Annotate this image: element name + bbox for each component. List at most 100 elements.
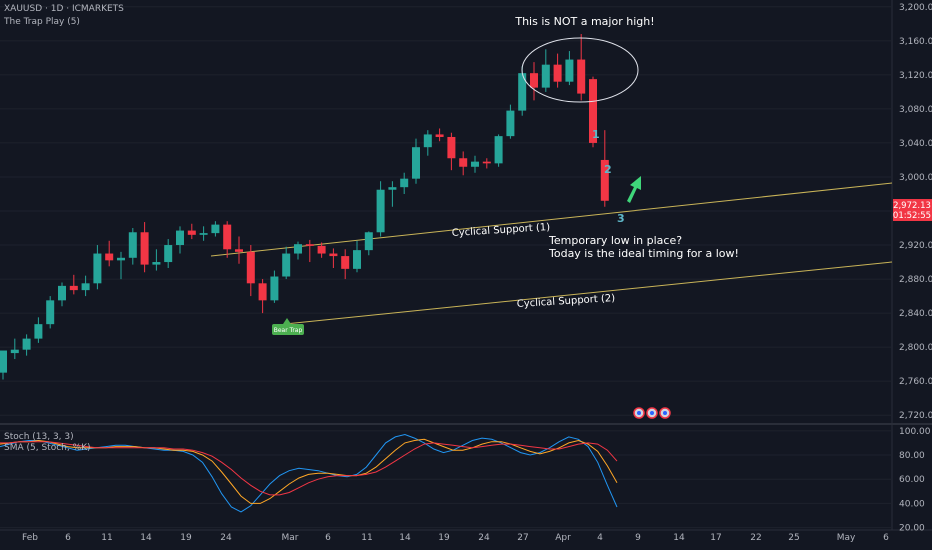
- time-tick-label: Mar: [282, 533, 299, 543]
- time-tick-label: 14: [673, 533, 685, 543]
- candle-body: [69, 285, 78, 291]
- stoch-sma-title: SMA (5, Stoch, %K): [4, 443, 91, 453]
- candle-body: [459, 158, 468, 167]
- candle-body: [600, 159, 609, 201]
- candle-body: [294, 244, 302, 254]
- price-tag-value: 2,972.13: [893, 201, 931, 211]
- price-tick-label: 2,880.00: [899, 275, 932, 285]
- candle-body: [494, 136, 503, 164]
- candle-body: [164, 245, 173, 263]
- time-tick-label: 9: [635, 533, 641, 543]
- candle-body: [93, 253, 102, 284]
- indicator-title: The Trap Play (5): [4, 17, 80, 27]
- price-tick-label: 2,800.00: [899, 343, 932, 353]
- bear-trap-label: Bear Trap: [274, 327, 303, 334]
- candle-body: [565, 59, 574, 82]
- stoch-tick-label: 60.00: [899, 475, 925, 485]
- stoch-tick-label: 100.00: [899, 427, 931, 437]
- candle-body: [376, 189, 385, 233]
- candle-body: [577, 59, 586, 94]
- candle-body: [530, 73, 538, 88]
- candle-body: [435, 134, 444, 137]
- candle-body: [46, 300, 55, 325]
- candle-body: [518, 73, 527, 111]
- time-tick-label: 19: [180, 533, 192, 543]
- candle-body: [199, 233, 208, 235]
- candle-body: [447, 136, 456, 159]
- note-line-1: Temporary low in place?: [548, 234, 682, 247]
- time-tick-label: 19: [438, 533, 450, 543]
- candle-body: [364, 232, 373, 251]
- candle-body: [176, 230, 184, 246]
- price-tick-label: 3,120.00: [899, 71, 932, 81]
- top-highlight-ellipse: [521, 37, 639, 103]
- candle-body: [589, 79, 597, 143]
- time-tick-label: 24: [478, 533, 490, 543]
- time-tick-label: 14: [399, 533, 411, 543]
- candle-body: [412, 147, 420, 179]
- time-tick-label: 6: [883, 533, 889, 543]
- price-tag: [893, 199, 932, 221]
- price-tag-countdown: 01:52:55: [893, 211, 931, 221]
- candle-body: [223, 224, 232, 250]
- candle-body: [329, 253, 338, 257]
- time-tick-label: 4: [597, 533, 603, 543]
- stoch-tick-label: 80.00: [899, 451, 925, 461]
- candle-body: [282, 253, 291, 277]
- symbol-title: XAUUSD · 1D · ICMARKETS: [4, 4, 124, 14]
- price-tick-label: 3,000.00: [899, 173, 932, 183]
- price-tick-label: 3,080.00: [899, 105, 932, 115]
- candle-body: [81, 283, 90, 291]
- time-tick-label: 14: [140, 533, 152, 543]
- price-tick-label: 2,840.00: [899, 309, 932, 319]
- time-tick-label: 24: [220, 533, 232, 543]
- stoch-title: Stoch (13, 3, 3): [4, 432, 74, 442]
- up-arrow-icon: [627, 176, 641, 203]
- candle-body: [471, 161, 479, 167]
- wave-label: 1: [592, 128, 600, 141]
- candle-body: [246, 251, 255, 284]
- candle-body: [211, 224, 220, 234]
- candle-body: [34, 324, 43, 339]
- stoch-sma-line: [0, 441, 618, 496]
- bear-trap-badge: [272, 324, 304, 335]
- candle-body: [22, 338, 31, 350]
- wave-label: 3: [617, 212, 625, 225]
- top-note: This is NOT a major high!: [514, 15, 654, 28]
- support-line-1: [210, 182, 893, 257]
- time-tick-label: May: [837, 533, 856, 543]
- candle-body: [152, 262, 161, 265]
- time-tick-label: 17: [710, 533, 721, 543]
- event-flag-dot: [650, 411, 654, 415]
- event-flag-dot: [663, 411, 667, 415]
- candle-body: [353, 250, 361, 269]
- price-tick-label: 3,160.00: [899, 37, 932, 47]
- candle-body: [388, 187, 397, 190]
- candle-body: [541, 64, 550, 88]
- event-flag-dot: [637, 411, 641, 415]
- candle-body: [482, 161, 491, 164]
- time-tick-label: 6: [325, 533, 331, 543]
- price-tick-label: 2,920.00: [899, 241, 932, 251]
- candle-body: [0, 350, 7, 373]
- candle-body: [553, 64, 562, 82]
- candle-body: [317, 245, 326, 254]
- support-line-2: [284, 261, 893, 325]
- candle-body: [128, 232, 137, 258]
- time-tick-label: 6: [65, 533, 71, 543]
- candle-body: [140, 232, 149, 265]
- time-tick-label: Feb: [22, 533, 38, 543]
- wave-label: 2: [604, 163, 612, 176]
- candle-body: [270, 276, 279, 301]
- price-tick-label: 2,760.00: [899, 377, 932, 387]
- bear-trap-pointer: [283, 318, 291, 324]
- time-tick-label: 11: [101, 533, 112, 543]
- time-tick-label: 27: [517, 533, 528, 543]
- note-line-2: Today is the ideal timing for a low!: [548, 247, 739, 260]
- candle-body: [187, 230, 196, 235]
- candle-body: [105, 253, 114, 261]
- price-tick-label: 3,200.00: [899, 3, 932, 13]
- candle-body: [58, 285, 66, 301]
